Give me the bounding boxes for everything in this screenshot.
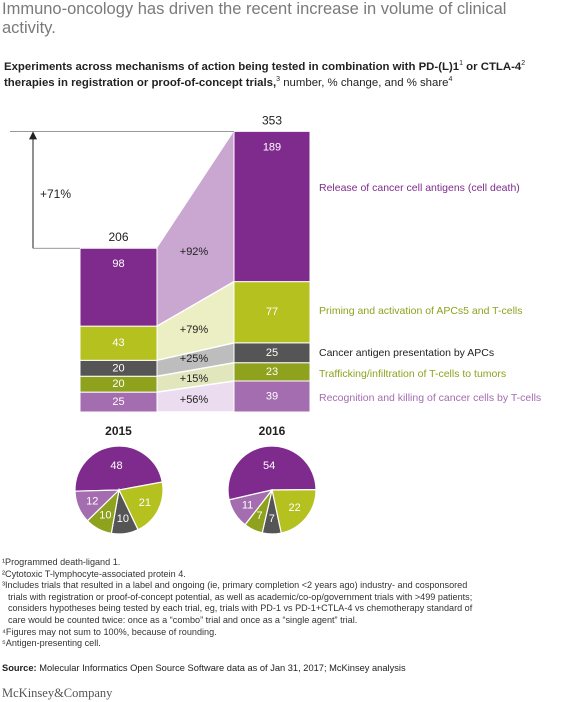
category-label-2016: 2016 bbox=[259, 424, 286, 438]
source-label: Source: bbox=[2, 663, 37, 673]
footnote-3-line-2: trials with registration or proof-of-con… bbox=[8, 591, 473, 602]
change-label-3: +79% bbox=[180, 324, 209, 336]
bar-value-2015-4: 98 bbox=[112, 258, 124, 270]
subtitle-sup-4: 4 bbox=[448, 76, 453, 84]
change-label-4: +92% bbox=[180, 246, 209, 258]
bar-value-2015-0: 25 bbox=[112, 396, 124, 408]
change-label-0: +56% bbox=[180, 394, 209, 406]
growth-arrowhead bbox=[29, 131, 37, 140]
bar-value-2016-3: 77 bbox=[266, 306, 278, 318]
bar-value-2016-0: 39 bbox=[266, 390, 278, 402]
footnote-3: ³Includes trials that resulted in a labe… bbox=[2, 580, 468, 591]
bar-2016-segment-0 bbox=[233, 380, 311, 413]
total-label-2016: 353 bbox=[262, 113, 282, 127]
subtitle-sup-3: 3 bbox=[276, 76, 281, 84]
series-label-0: Recognition and killing of cancer cells … bbox=[319, 392, 541, 404]
bar-value-2016-4: 189 bbox=[263, 141, 281, 153]
bar-value-2015-3: 43 bbox=[112, 337, 124, 349]
subtitle-bold-2: or CTLA-4 bbox=[463, 61, 522, 73]
brand-logo: McKinsey&Company bbox=[2, 686, 113, 700]
footnote-3-line-3: considers hypotheses being tested by eac… bbox=[8, 603, 473, 614]
subtitle-regular: number, % change, and % share bbox=[280, 77, 449, 89]
footnote-1: ¹Programmed death-ligand 1. bbox=[2, 557, 121, 567]
pie-2016-label-3: 22 bbox=[289, 502, 301, 514]
growth-label: +71% bbox=[40, 187, 71, 201]
subtitle-sup-1: 1 bbox=[459, 60, 463, 68]
connector-4 bbox=[157, 131, 234, 327]
pie-2015-label-1: 10 bbox=[99, 510, 111, 522]
pie-2016-label-1: 7 bbox=[257, 510, 263, 522]
pie-2016-slice-3 bbox=[271, 489, 317, 534]
connector-1 bbox=[157, 362, 234, 393]
category-label-2015: 2015 bbox=[105, 424, 132, 438]
footnote-2: ²Cytotoxic T-lymphocyte-associated prote… bbox=[2, 568, 186, 579]
connector-0 bbox=[157, 380, 234, 412]
pie-2015-label-0: 12 bbox=[86, 495, 98, 507]
change-label-2: +25% bbox=[180, 353, 209, 365]
series-label-3: Priming and activation of APCs5 and T-ce… bbox=[319, 305, 523, 317]
pie-2015-slice-4 bbox=[74, 445, 163, 492]
connector-3 bbox=[157, 281, 234, 361]
change-label-1: +15% bbox=[180, 373, 209, 385]
connector-separator-4 bbox=[156, 280, 235, 327]
connector-separator-1 bbox=[156, 380, 235, 393]
stacked-bar-chart: +56% +15% +25% +79% +92% 25 20 20 43 98 206 2015 39 2… bbox=[10, 113, 541, 535]
headline: Immuno-oncology has driven the recent in… bbox=[2, 0, 507, 37]
series-label-2: Cancer antigen presentation by APCs bbox=[319, 347, 494, 359]
connector-separator-3 bbox=[156, 342, 235, 362]
pie-2015-label-3: 21 bbox=[139, 497, 151, 509]
bar-2015-segment-3 bbox=[79, 325, 158, 361]
pie-2015-slice-3 bbox=[118, 481, 164, 531]
pie-2015-label-2: 10 bbox=[117, 513, 129, 525]
bar-value-2015-2: 20 bbox=[112, 362, 124, 374]
bar-2016-segment-3 bbox=[233, 281, 311, 344]
footnote-4: ⁴Figures may not sum to 100%, because of… bbox=[2, 626, 217, 637]
source-line: Source: Molecular Informatics Open Sourc… bbox=[2, 663, 406, 673]
chart-subtitle: Experiments across mechanisms of action … bbox=[4, 59, 560, 91]
connector-2 bbox=[157, 342, 234, 377]
pie-2016-slice-0 bbox=[228, 489, 274, 526]
subtitle-bold-1: Experiments across mechanisms of action … bbox=[4, 61, 460, 73]
pie-2016-slice-4 bbox=[227, 445, 317, 501]
footnote-3-line-4: care would be counted twice: once as a “… bbox=[8, 614, 358, 625]
pie-2015-label-4: 48 bbox=[110, 460, 122, 472]
pie-2016-label-4: 54 bbox=[263, 460, 275, 472]
subtitle-bold-3: therapies in registration or proof-of-co… bbox=[4, 77, 277, 89]
bar-value-2016-1: 23 bbox=[266, 366, 278, 378]
pie-2015-slice-0 bbox=[74, 489, 121, 522]
bar-2016-segment-4 bbox=[233, 130, 311, 283]
footnotes: ¹Programmed death-ligand 1. ²Cytotoxic T… bbox=[2, 557, 562, 650]
total-label-2015: 206 bbox=[108, 230, 128, 244]
pie-2016-label-0: 11 bbox=[242, 500, 253, 512]
pie-2016-label-2: 7 bbox=[269, 513, 275, 525]
source-text: Molecular Informatics Open Source Softwa… bbox=[36, 663, 406, 673]
bar-2015-segment-4 bbox=[79, 247, 158, 327]
bar-value-2015-1: 20 bbox=[112, 378, 124, 390]
subtitle-sup-2: 2 bbox=[521, 60, 526, 68]
bar-value-2016-2: 25 bbox=[266, 347, 278, 359]
footnote-5: ⁵Antigen-presenting cell. bbox=[2, 638, 101, 649]
connector-separator-2 bbox=[156, 361, 235, 377]
series-label-4: Release of cancer cell antigens (cell de… bbox=[319, 182, 520, 194]
series-label-1: Trafficking/infiltration of T-cells to t… bbox=[319, 368, 506, 380]
